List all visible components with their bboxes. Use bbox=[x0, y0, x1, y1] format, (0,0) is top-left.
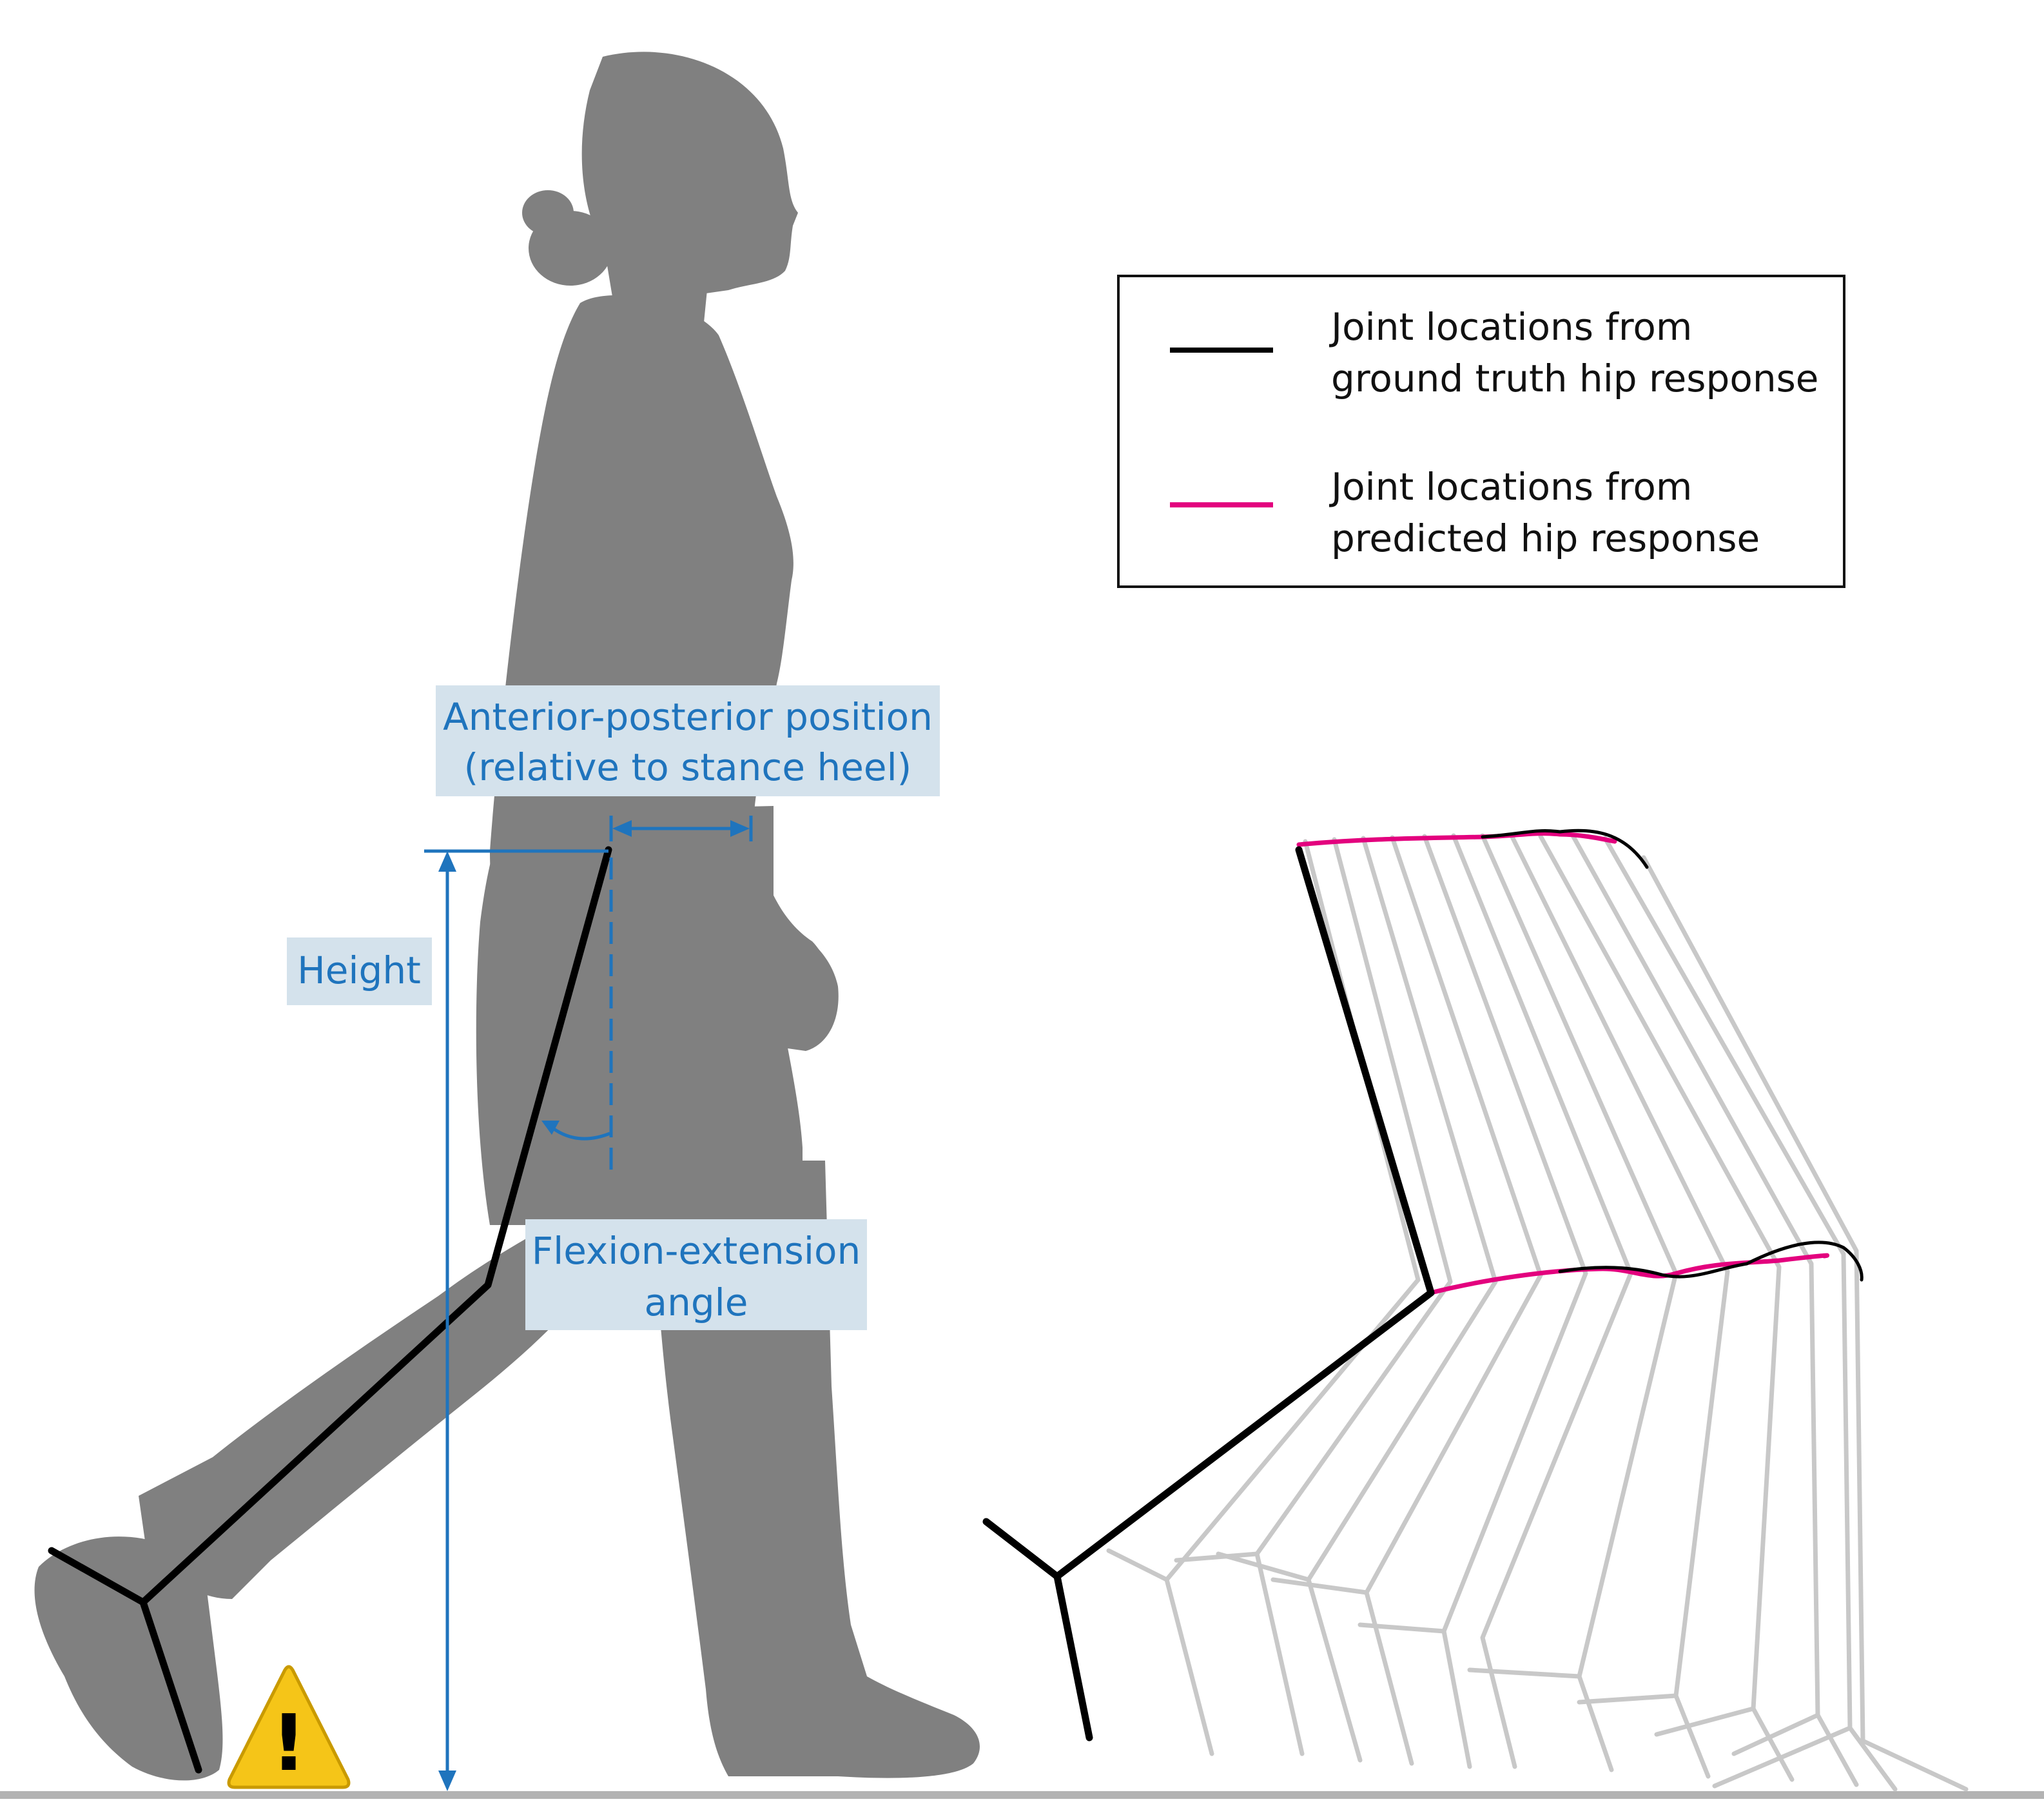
person-leg-joints bbox=[48, 846, 612, 1774]
height-label-box bbox=[287, 937, 432, 1005]
flex-label-box bbox=[525, 1219, 867, 1330]
legend-ground-truth-line2: ground truth hip response bbox=[1331, 357, 1819, 400]
flex-label-line1: Flexion-extension bbox=[532, 1229, 861, 1273]
warning-symbol: ! bbox=[271, 1699, 307, 1789]
ground-truth-stick-figure bbox=[982, 846, 1435, 1741]
legend-predicted-line1: Joint locations from bbox=[1329, 465, 1692, 509]
predicted-joint-paths bbox=[1296, 831, 1829, 1295]
height-label: Height bbox=[297, 948, 421, 992]
warning-triangle-icon: ! bbox=[227, 1665, 351, 1789]
walking-person-silhouette bbox=[34, 52, 980, 1781]
legend-ground-truth-line1: Joint locations from bbox=[1329, 305, 1692, 349]
ap-label-line1: Anterior-posterior position bbox=[443, 695, 933, 739]
legend: Joint locations from ground truth hip re… bbox=[1117, 275, 1845, 588]
legend-predicted-line2: predicted hip response bbox=[1331, 516, 1760, 560]
ground-truth-joint-paths bbox=[1481, 829, 1864, 1282]
ap-label-box bbox=[436, 685, 940, 796]
annotation-lines bbox=[424, 816, 753, 1791]
trail-stick-figures bbox=[1106, 833, 1969, 1792]
floor-line bbox=[0, 1791, 2044, 1799]
flex-label-line2: angle bbox=[645, 1280, 748, 1324]
legend-box bbox=[1117, 275, 1845, 588]
ap-label-line2: (relative to stance heel) bbox=[464, 745, 912, 789]
